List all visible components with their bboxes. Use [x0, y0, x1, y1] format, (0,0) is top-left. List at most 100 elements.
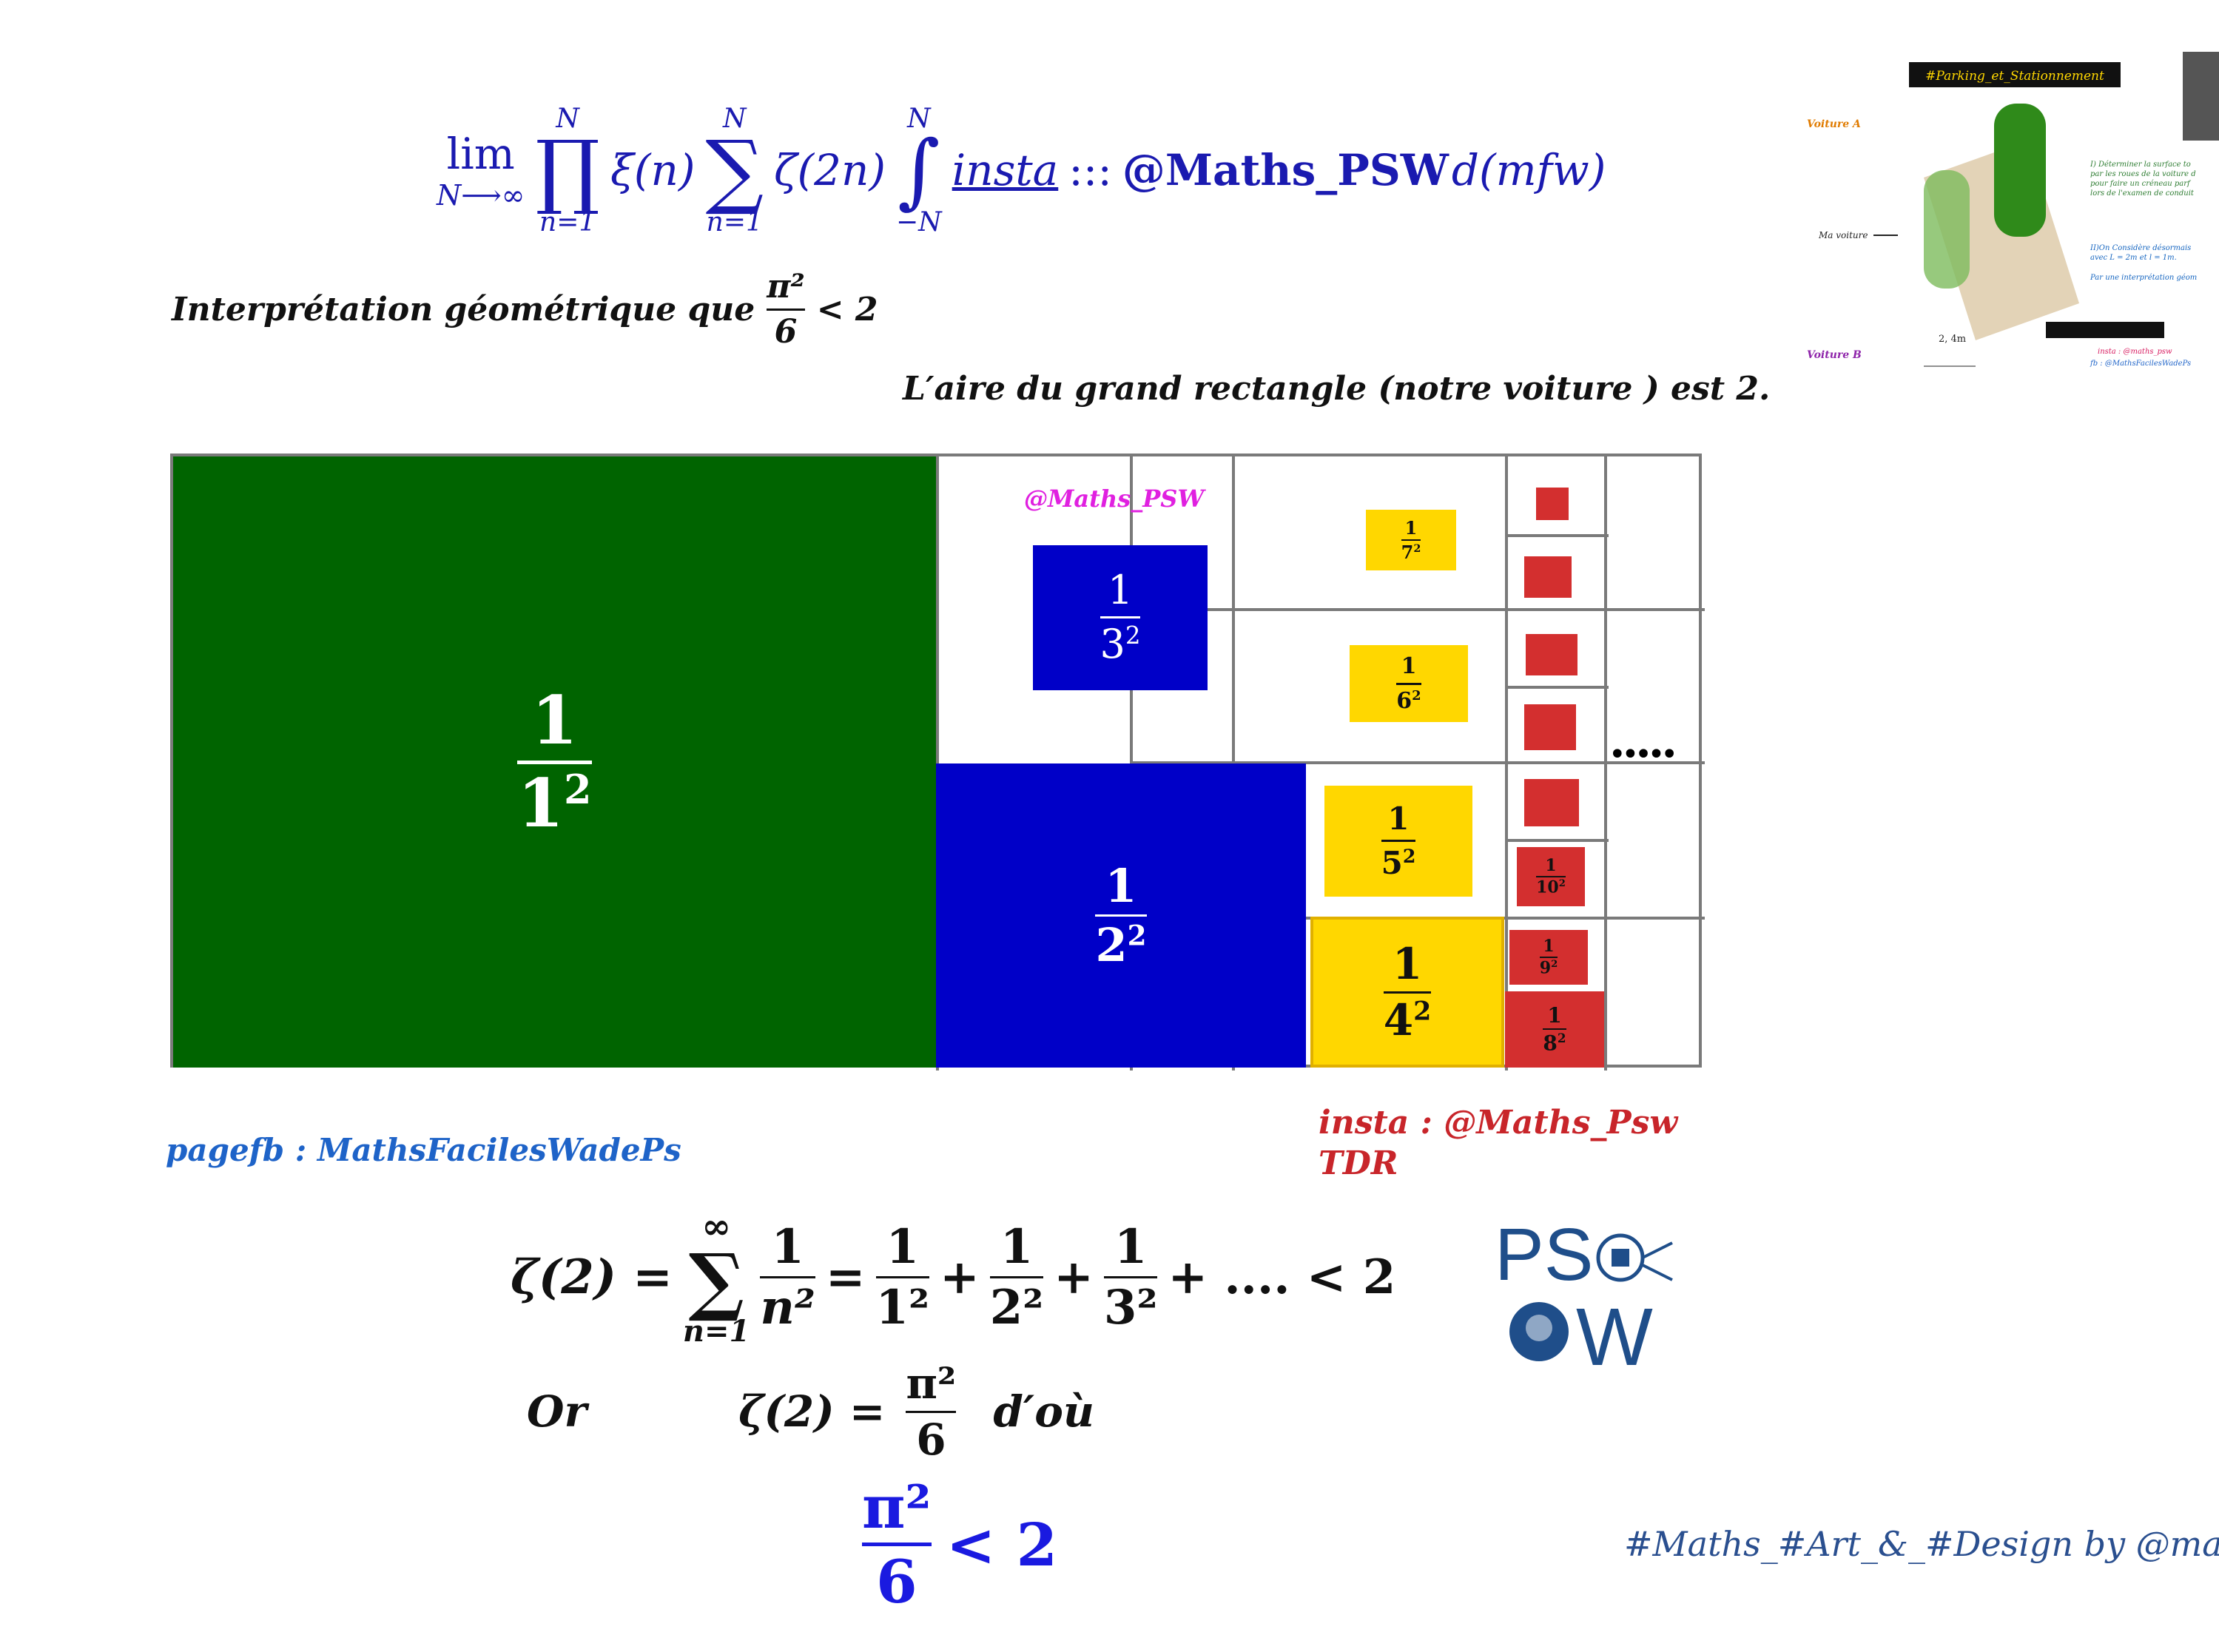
conclusion-fraction: π² 6 — [862, 1476, 932, 1613]
cell-num: 1 — [1543, 936, 1555, 956]
fraction-denominator: 2² — [989, 1280, 1044, 1335]
zeta-tail: + .... < 2 — [1168, 1250, 1396, 1305]
lim-word: lim — [446, 129, 515, 179]
cell-1-over-4-squared: 1 42 — [1310, 917, 1504, 1068]
limit-operator: lim N⟶∞ — [437, 129, 525, 212]
fraction-denominator: 6 — [774, 313, 798, 351]
thumb-title-bg — [1909, 62, 2121, 87]
or-word: Or — [527, 1386, 587, 1437]
conclusion-relation: < 2 — [946, 1509, 1058, 1579]
logo-ps-text: PS — [1495, 1213, 1593, 1296]
sum-lower: n=1 — [706, 206, 763, 237]
fraction-numerator: 1 — [1114, 1218, 1148, 1275]
cell-1-over-8-squared: 1 82 — [1505, 991, 1604, 1068]
cell-den: 4 — [1383, 994, 1414, 1045]
product-operator: N ∏ n=1 — [535, 104, 600, 237]
integral-lower: −N — [896, 206, 942, 237]
cell-den: 1 — [517, 763, 565, 843]
cell-den: 6 — [1396, 687, 1412, 714]
plus-sign: + — [1054, 1250, 1094, 1305]
cell-1-over-10-squared: 1 102 — [1517, 847, 1585, 906]
conclusion: π² 6 < 2 — [862, 1476, 1057, 1613]
fraction-numerator: π² — [767, 268, 805, 306]
separator: ::: — [1068, 145, 1112, 195]
dmfw-term: d(mfw) — [1451, 145, 1606, 195]
fraction-denominator: 3² — [1103, 1280, 1158, 1335]
cell-num: 1 — [531, 681, 578, 760]
cell-num: 1 — [1547, 1002, 1562, 1028]
cell-1-over-7-squared: 1 72 — [1366, 510, 1456, 570]
thumb-fb: fb : @MathsFacilesWadePs — [2090, 360, 2191, 368]
thumb-text-3: pour faire un créneau parf — [2090, 180, 2192, 188]
logo-chip-core — [1612, 1249, 1629, 1267]
cell-num: 1 — [1107, 567, 1134, 614]
pi-over-six-fraction: π² 6 — [767, 268, 805, 351]
thumb-voiture-a: Voiture A — [1807, 118, 1861, 130]
cell-num: 1 — [1392, 938, 1423, 989]
thumb-ma-voiture: Ma voiture — [1818, 230, 1868, 240]
continuation-dots: ••••• — [1609, 738, 1678, 772]
xi-term: ξ(n) — [610, 145, 696, 195]
grid-line-h6 — [1505, 839, 1609, 842]
red-square — [1536, 488, 1569, 520]
grid-line-h4 — [1505, 534, 1609, 537]
cell-1-over-6-squared: 1 62 — [1350, 645, 1468, 722]
thumb-text-1: I) Déterminer la surface to — [2090, 161, 2191, 169]
cell-den: 8 — [1543, 1031, 1558, 1056]
thumb-photo — [2183, 52, 2219, 141]
thumb-tag-bg — [2046, 322, 2164, 338]
thumb-text-7: Par une interprétation géom — [2090, 274, 2197, 282]
cell-exp: 2 — [1558, 877, 1566, 889]
fraction-denominator: 6 — [875, 1547, 917, 1616]
tdr-line: TDR — [1319, 1144, 1398, 1182]
or-lhs: ζ(2) = — [738, 1386, 886, 1437]
zeta-sum-upper: ∞ — [701, 1206, 732, 1247]
fraction-numerator: 1 — [886, 1218, 920, 1275]
product-symbol: ∏ — [535, 122, 600, 218]
interpretation-line: Interprétation géométrique que π² 6 < 2 — [172, 268, 878, 351]
or-pi-fraction: π² 6 — [906, 1358, 957, 1465]
cell-den: 3 — [1100, 621, 1125, 667]
product-upper: N — [556, 103, 579, 134]
term-two: 1 2² — [989, 1218, 1044, 1335]
dou-word: d′où — [993, 1386, 1095, 1437]
product-lower: n=1 — [539, 206, 596, 237]
plus-sign: + — [940, 1250, 980, 1305]
rect-handle-label: @Maths_PSW — [1024, 485, 1205, 513]
zeta-sum-symbol: ∑ — [688, 1237, 744, 1324]
thumb-text-2: par les roues de la voiture d — [2090, 170, 2196, 178]
cell-exp: 2 — [564, 765, 592, 813]
cell-num: 1 — [1404, 516, 1418, 539]
insta-word: insta — [952, 145, 1059, 195]
area-note: L′aire du grand rectangle (notre voiture… — [903, 370, 1771, 408]
term-one: 1 1² — [875, 1218, 930, 1332]
grand-rectangle: 1 12 1 22 1 32 @Maths_PSW 1 42 1 52 1 62 1 72 1… — [170, 454, 1705, 1071]
parking-thumbnail: #Parking_et_Stationnement Voiture A Voit… — [1807, 52, 2219, 368]
fraction-numerator: 1 — [1000, 1218, 1034, 1275]
cell-num: 1 — [1387, 800, 1410, 837]
cell-1-over-9-squared: 1 92 — [1509, 930, 1588, 985]
thumb-car-small — [1924, 170, 1970, 289]
cell-den: 7 — [1401, 542, 1414, 563]
red-square — [1524, 704, 1576, 750]
zeta-lhs: ζ(2) = — [511, 1250, 673, 1305]
cell-num: 1 — [1401, 653, 1417, 679]
grid-line-h1 — [1130, 608, 1705, 611]
fraction-denominator: 6 — [916, 1414, 946, 1465]
sum-upper: N — [723, 103, 747, 134]
cell-1-over-5-squared: 1 52 — [1324, 786, 1472, 897]
zeta-general-term: 1 n² — [760, 1222, 815, 1332]
cell-den: 2 — [1095, 918, 1128, 972]
thumb-text-5: II)On Considère désormais — [2090, 244, 2191, 252]
zeta-equation: ζ(2) = ∞ ∑ n=1 1 n² = 1 1² + 1 2² + 1 3² + .… — [511, 1206, 1395, 1349]
thumb-voiture-b: Voiture B — [1807, 349, 1862, 361]
fraction-bar — [767, 309, 805, 311]
cell-exp: 2 — [1413, 542, 1421, 555]
thumb-text-6: avec L = 2m et l = 1m. — [2090, 254, 2177, 262]
handle-text: @Maths_PSW — [1122, 145, 1449, 195]
grid-line-h2 — [1130, 761, 1705, 764]
thumb-dimension: 2, 4m — [1939, 334, 1966, 345]
cell-1-over-2-squared: 1 22 — [936, 763, 1306, 1068]
grid-line-v5 — [1604, 456, 1607, 1071]
fraction-numerator: π² — [906, 1358, 957, 1409]
